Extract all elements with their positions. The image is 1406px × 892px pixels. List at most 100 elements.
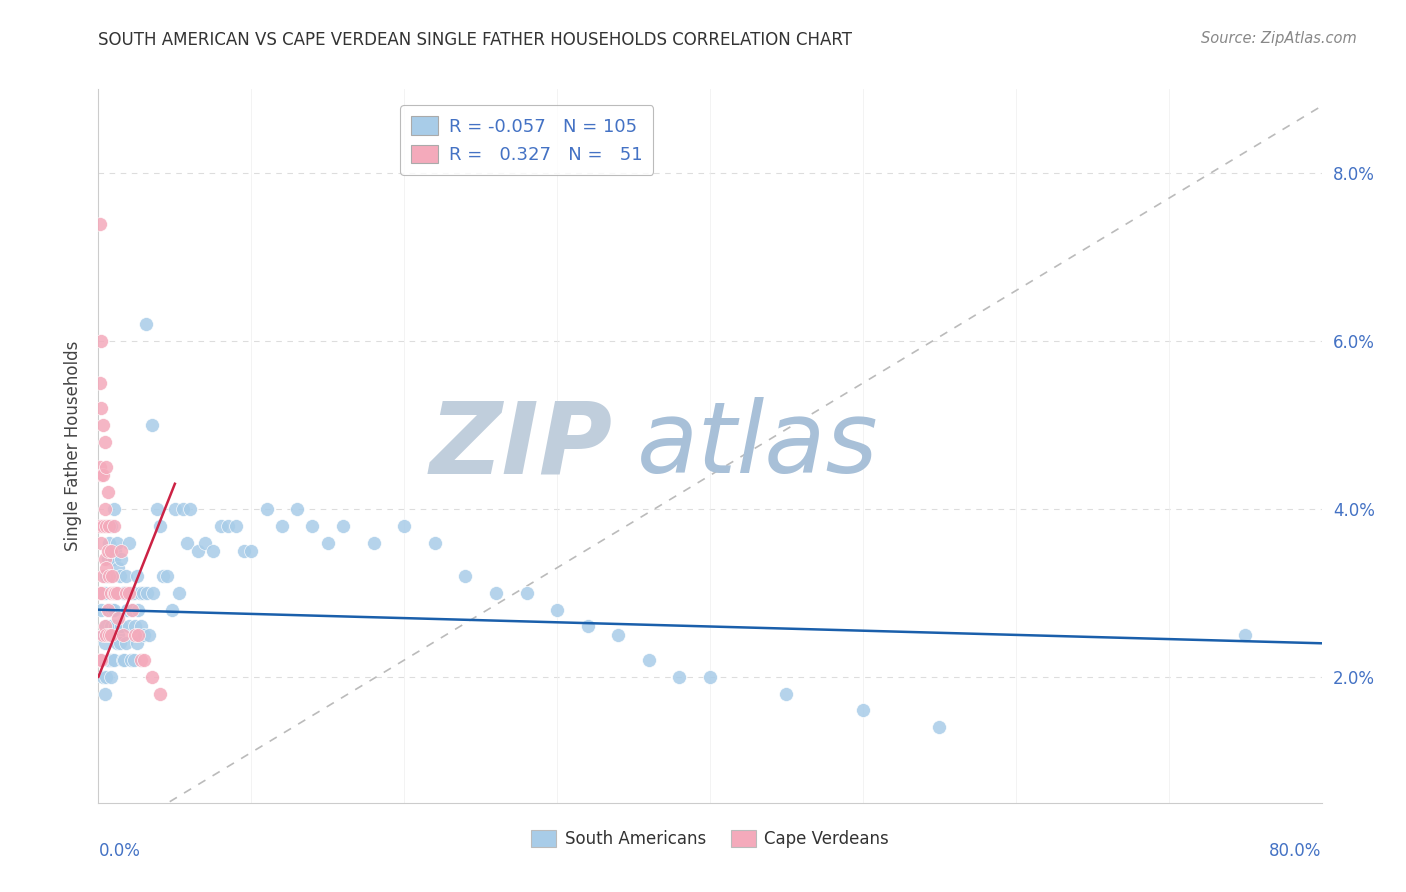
Point — [103, 653, 125, 667]
Point — [97, 603, 120, 617]
Point — [125, 636, 148, 650]
Point — [172, 502, 194, 516]
Point — [89, 217, 111, 231]
Point — [94, 460, 117, 475]
Point — [117, 603, 139, 617]
Point — [90, 603, 112, 617]
Point — [256, 502, 278, 516]
Point — [217, 518, 239, 533]
Point — [105, 586, 128, 600]
Point — [100, 670, 122, 684]
Point — [115, 569, 138, 583]
Point — [101, 653, 124, 667]
Point — [107, 560, 129, 574]
Point — [149, 518, 172, 533]
Point — [576, 619, 599, 633]
Text: atlas: atlas — [637, 398, 879, 494]
Point — [141, 417, 163, 432]
Point — [105, 535, 128, 549]
Point — [111, 653, 134, 667]
Point — [202, 544, 225, 558]
Point — [110, 544, 132, 558]
Point — [127, 628, 149, 642]
Point — [97, 603, 120, 617]
Point — [90, 653, 112, 667]
Point — [134, 653, 156, 667]
Point — [112, 653, 135, 667]
Point — [89, 518, 111, 533]
Point — [179, 502, 201, 516]
Point — [107, 611, 129, 625]
Point — [156, 569, 179, 583]
Point — [121, 603, 143, 617]
Point — [240, 544, 263, 558]
Point — [90, 334, 112, 348]
Point — [100, 619, 122, 633]
Point — [89, 460, 111, 475]
Point — [101, 552, 124, 566]
Point — [142, 586, 165, 600]
Point — [332, 518, 354, 533]
Point — [89, 586, 111, 600]
Legend: R = -0.057   N = 105, R =   0.327   N =   51: R = -0.057 N = 105, R = 0.327 N = 51 — [399, 105, 654, 175]
Point — [225, 518, 247, 533]
Point — [160, 603, 183, 617]
Point — [90, 468, 112, 483]
Point — [112, 586, 135, 600]
Point — [101, 569, 124, 583]
Point — [93, 636, 115, 650]
Point — [94, 560, 117, 574]
Point — [105, 636, 128, 650]
Point — [93, 552, 115, 566]
Point — [108, 636, 131, 650]
Point — [301, 518, 323, 533]
Text: 80.0%: 80.0% — [1270, 842, 1322, 860]
Point — [124, 619, 146, 633]
Point — [103, 603, 125, 617]
Point — [110, 552, 132, 566]
Point — [100, 544, 122, 558]
Point — [90, 653, 112, 667]
Point — [363, 535, 385, 549]
Point — [98, 535, 121, 549]
Point — [103, 586, 125, 600]
Point — [91, 628, 114, 642]
Point — [94, 670, 117, 684]
Point — [93, 502, 115, 516]
Point — [93, 586, 115, 600]
Point — [100, 586, 122, 600]
Point — [107, 628, 129, 642]
Point — [98, 628, 121, 642]
Point — [209, 518, 232, 533]
Point — [607, 628, 630, 642]
Point — [1234, 628, 1257, 642]
Point — [118, 619, 141, 633]
Point — [392, 518, 416, 533]
Point — [98, 518, 121, 533]
Point — [668, 670, 690, 684]
Point — [121, 603, 143, 617]
Point — [316, 535, 339, 549]
Point — [97, 485, 120, 500]
Point — [91, 569, 114, 583]
Text: ZIP: ZIP — [429, 398, 612, 494]
Point — [141, 670, 163, 684]
Text: SOUTH AMERICAN VS CAPE VERDEAN SINGLE FATHER HOUSEHOLDS CORRELATION CHART: SOUTH AMERICAN VS CAPE VERDEAN SINGLE FA… — [98, 31, 852, 49]
Point — [232, 544, 254, 558]
Point — [149, 687, 172, 701]
Point — [122, 653, 145, 667]
Point — [98, 603, 121, 617]
Point — [98, 653, 121, 667]
Point — [93, 687, 115, 701]
Text: 0.0%: 0.0% — [98, 842, 141, 860]
Point — [91, 417, 114, 432]
Point — [127, 603, 149, 617]
Point — [152, 569, 174, 583]
Point — [128, 586, 150, 600]
Point — [120, 586, 142, 600]
Text: Source: ZipAtlas.com: Source: ZipAtlas.com — [1201, 31, 1357, 46]
Point — [125, 569, 148, 583]
Point — [775, 687, 797, 701]
Point — [103, 518, 125, 533]
Point — [454, 569, 477, 583]
